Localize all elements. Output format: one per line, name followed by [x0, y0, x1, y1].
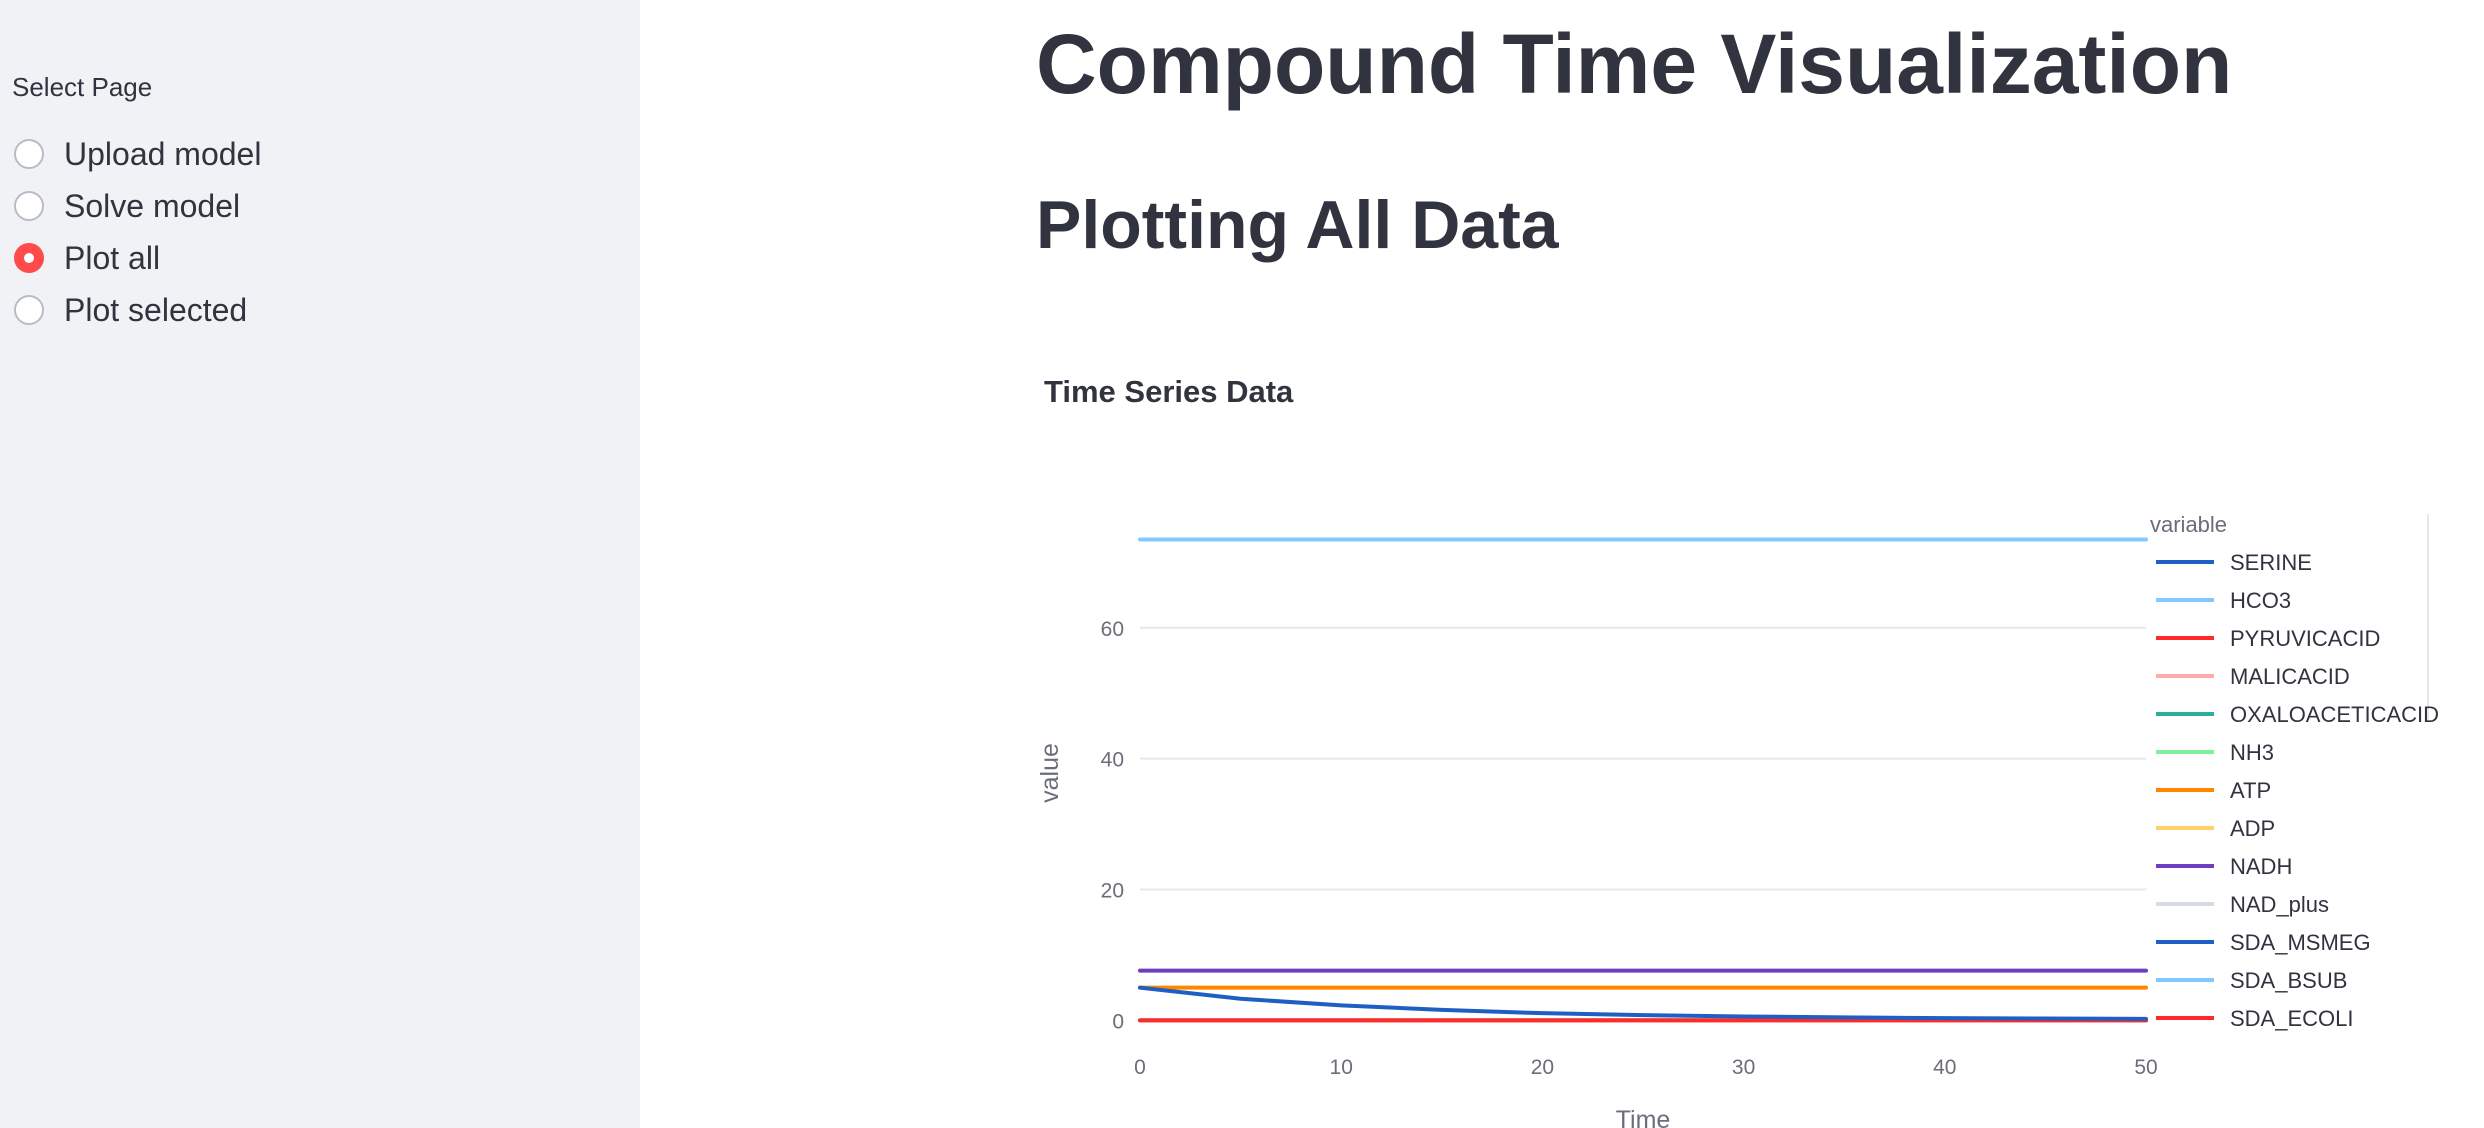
legend-label: SDA_MSMEG [2230, 930, 2371, 955]
legend-label: OXALOACETICACID [2230, 702, 2439, 727]
radio-plot-selected[interactable]: Plot selected [14, 284, 261, 336]
legend-item[interactable]: PYRUVICACID [2156, 626, 2380, 651]
chart-legend[interactable]: variable SERINE HCO3 PYRUVICACID MALICACID O… [2150, 512, 2439, 1031]
legend-item[interactable]: HCO3 [2156, 588, 2291, 613]
legend-label: SDA_ECOLI [2230, 1006, 2354, 1031]
legend-label: HCO3 [2230, 588, 2291, 613]
x-axis-title: Time [1616, 1106, 1671, 1128]
radio-label[interactable]: Plot selected [64, 291, 248, 328]
page-radio-group: Upload model Solve model Plot all Plot s… [14, 128, 261, 336]
radio-label[interactable]: Plot all [64, 239, 161, 276]
legend-item[interactable]: NH3 [2156, 740, 2274, 765]
legend-item[interactable]: MALICACID [2156, 664, 2350, 689]
legend-label: PYRUVICACID [2230, 626, 2380, 651]
x-tick-label: 50 [2134, 1056, 2157, 1079]
series-line-serine[interactable] [1138, 985, 2148, 1021]
legend-item[interactable]: ATP [2156, 778, 2271, 803]
legend-item[interactable]: NADH [2156, 854, 2292, 879]
y-tick-label: 20 [1101, 880, 1124, 903]
time-series-chart[interactable]: Time Series Data 0 20 40 60 0 10 20 30 40 50 val… [640, 0, 2484, 1128]
legend-item[interactable]: ADP [2156, 816, 2275, 841]
legend-item[interactable]: NAD_plus [2156, 892, 2329, 917]
legend-label: MALICACID [2230, 664, 2350, 689]
radio-circle-icon[interactable] [14, 139, 44, 169]
x-tick-label: 0 [1134, 1056, 1146, 1079]
x-tick-label: 10 [1330, 1056, 1353, 1079]
legend-item[interactable]: SDA_ECOLI [2156, 1006, 2354, 1031]
chart-title: Time Series Data [1044, 374, 1294, 409]
legend-label: NADH [2230, 854, 2292, 879]
x-tick-label: 20 [1531, 1056, 1554, 1079]
radio-checked-icon[interactable] [14, 243, 44, 273]
y-tick-labels: 0 20 40 60 [1101, 618, 1124, 1034]
chart-series [1138, 537, 2148, 1023]
legend-label: SDA_BSUB [2230, 968, 2347, 993]
radio-solve-model[interactable]: Solve model [14, 180, 261, 232]
x-tick-label: 40 [1933, 1056, 1956, 1079]
select-page-label: Select Page [12, 72, 153, 102]
legend-title: variable [2150, 512, 2227, 537]
radio-upload-model[interactable]: Upload model [14, 128, 261, 180]
radio-label[interactable]: Upload model [64, 135, 262, 172]
radio-plot-all[interactable]: Plot all [14, 232, 261, 284]
y-axis-title: value [1036, 743, 1064, 803]
radio-circle-icon[interactable] [14, 295, 44, 325]
x-tick-label: 30 [1732, 1056, 1755, 1079]
legend-label: NAD_plus [2230, 892, 2329, 917]
section-title: Plotting All Data [1036, 187, 1559, 263]
y-tick-label: 60 [1101, 618, 1124, 641]
legend-item[interactable]: SERINE [2156, 550, 2312, 575]
y-tick-label: 0 [1112, 1010, 1124, 1033]
x-tick-labels: 0 10 20 30 40 50 [1134, 1056, 2158, 1079]
main-content: Compound Time Visualization Plotting All… [640, 0, 2484, 1128]
radio-circle-icon[interactable] [14, 191, 44, 221]
legend-label: ATP [2230, 778, 2271, 803]
chart-grid [1140, 626, 2146, 1022]
legend-label: NH3 [2230, 740, 2274, 765]
legend-item[interactable]: SDA_BSUB [2156, 968, 2347, 993]
legend-label: ADP [2230, 816, 2275, 841]
radio-label[interactable]: Solve model [64, 187, 241, 224]
legend-label: SERINE [2230, 550, 2312, 575]
legend-item[interactable]: SDA_MSMEG [2156, 930, 2371, 955]
page-title: Compound Time Visualization [1036, 17, 2233, 111]
sidebar: Select Page Upload model Solve model Plo… [0, 0, 640, 1128]
legend-item[interactable]: OXALOACETICACID [2156, 702, 2439, 727]
y-tick-label: 40 [1101, 749, 1124, 772]
